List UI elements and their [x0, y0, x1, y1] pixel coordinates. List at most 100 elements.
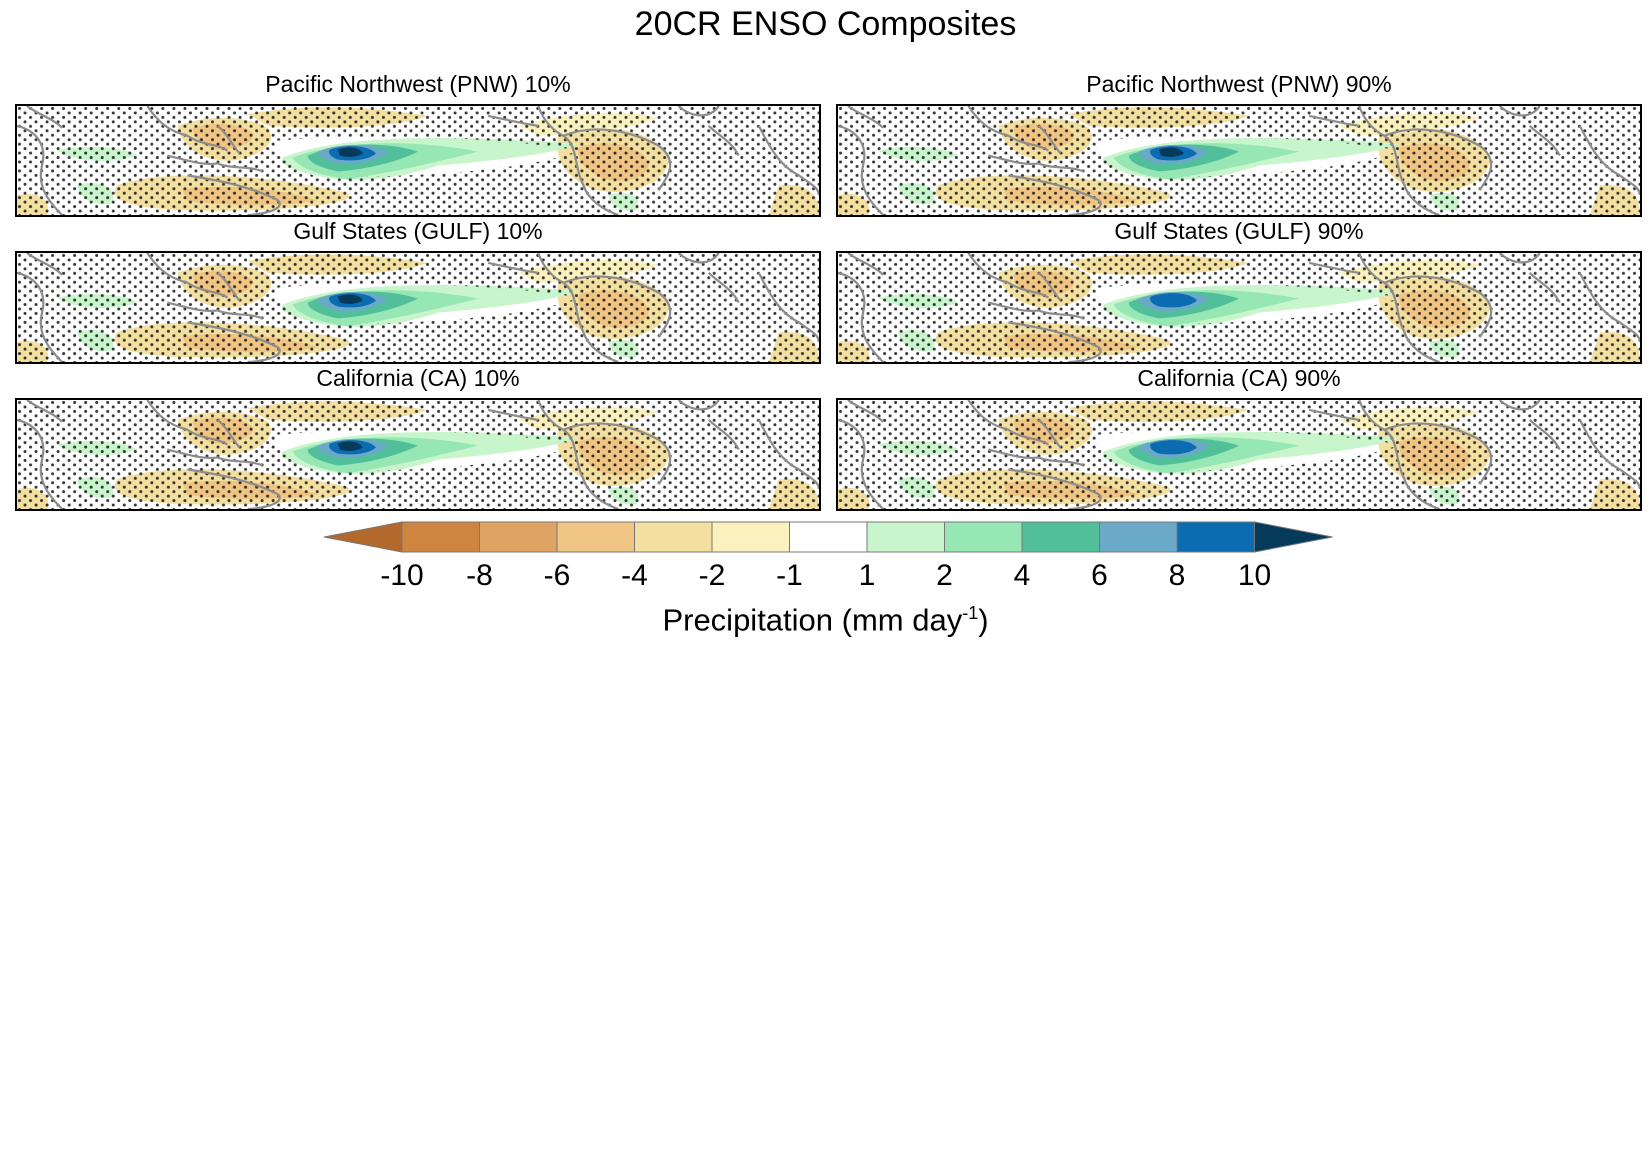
panel-title-ca-90: California (CA) 90% — [1137, 365, 1341, 391]
coastline-2 — [967, 400, 1050, 446]
coastline-4 — [1008, 468, 1102, 509]
colorbar-swatch-4 — [711, 521, 790, 553]
colorbar-tick-label: 1 — [859, 559, 876, 592]
coastline-2 — [967, 106, 1050, 152]
precip-anomaly-map — [838, 400, 1640, 509]
precip-anomaly-map — [17, 400, 819, 509]
colorbar-swatch-9 — [1099, 521, 1178, 553]
coastline-6 — [537, 106, 619, 215]
map-panel-gulf-10 — [15, 251, 821, 364]
coastline-3 — [167, 448, 264, 467]
coastline-2 — [146, 106, 229, 152]
coastline-6 — [537, 400, 619, 509]
wet-region-10mm — [337, 147, 363, 157]
coastline-2 — [146, 400, 229, 446]
colorbar-label-end: ) — [978, 602, 989, 638]
coastline-4 — [1008, 174, 1102, 215]
map-panel-pnw-10 — [15, 104, 821, 217]
coastline-11 — [707, 272, 740, 304]
significance-stippling — [838, 253, 1640, 362]
coastline-6 — [1358, 400, 1440, 509]
wet-region-10mm — [337, 441, 363, 451]
coastline-7 — [1383, 422, 1493, 485]
coastline-10 — [1308, 114, 1360, 127]
coastline-7 — [562, 275, 672, 338]
coastline-11 — [1528, 419, 1561, 451]
coastline-1 — [847, 400, 884, 423]
map-panel-pnw-90 — [836, 104, 1642, 217]
coastline-5 — [1037, 271, 1062, 302]
figure-title: 20CR ENSO Composites — [634, 5, 1017, 43]
coastline-0 — [838, 271, 884, 362]
colorbar-swatch-0 — [401, 521, 480, 553]
colorbar-swatch-5 — [789, 521, 868, 553]
coastline-9 — [1578, 419, 1640, 490]
coastline-5 — [216, 124, 241, 155]
colorbar-tick-label: -10 — [380, 559, 423, 592]
coastline-4 — [1008, 321, 1102, 362]
significance-stippling — [17, 106, 819, 215]
colorbar-swatch-8 — [1021, 521, 1100, 553]
coastline-9 — [1578, 125, 1640, 196]
coastline-5 — [1037, 418, 1062, 449]
colorbar-tick-label: 4 — [1014, 559, 1031, 592]
map-panel-gulf-90 — [836, 251, 1642, 364]
coastline-1 — [847, 106, 884, 129]
colorbar-swatch-2 — [556, 521, 635, 553]
colorbar-triangle-low — [323, 521, 403, 553]
coastline-8 — [1498, 400, 1541, 411]
panel-title-gulf-90: Gulf States (GULF) 90% — [1114, 218, 1364, 244]
coastline-8 — [1498, 253, 1541, 264]
colorbar-tick-label: 6 — [1091, 559, 1108, 592]
wet-region-8mm — [1150, 293, 1197, 308]
coastline-0 — [17, 271, 63, 362]
coastline-8 — [677, 253, 720, 264]
coastline-7 — [1383, 275, 1493, 338]
coastline-10 — [1308, 408, 1360, 421]
colorbar-swatch-3 — [634, 521, 713, 553]
significance-stippling — [838, 400, 1640, 509]
coastline-8 — [677, 106, 720, 117]
coastline-6 — [537, 253, 619, 362]
coastline-7 — [562, 422, 672, 485]
panel-title-pnw-10: Pacific Northwest (PNW) 10% — [265, 71, 571, 97]
colorbar-tick-label: -1 — [776, 559, 803, 592]
coastline-6 — [1358, 106, 1440, 215]
coastline-10 — [1308, 261, 1360, 274]
coastline-0 — [17, 418, 63, 509]
coastline-1 — [26, 253, 63, 276]
panel-title-pnw-90: Pacific Northwest (PNW) 90% — [1086, 71, 1392, 97]
colorbar-swatch-10 — [1176, 521, 1255, 553]
coastline-3 — [988, 448, 1085, 467]
coastline-11 — [1528, 272, 1561, 304]
colorbar-tick-label: 2 — [936, 559, 953, 592]
wet-region-8mm — [1150, 440, 1197, 455]
coastline-2 — [146, 253, 229, 299]
precip-anomaly-map — [17, 253, 819, 362]
coastline-1 — [26, 400, 63, 423]
colorbar-triangle-high — [1254, 521, 1333, 553]
coastline-0 — [838, 418, 884, 509]
significance-stippling — [17, 400, 819, 509]
coastline-9 — [757, 272, 819, 343]
coastline-7 — [562, 128, 672, 191]
significance-stippling — [838, 106, 1640, 215]
colorbar-tick-label: 10 — [1238, 559, 1271, 592]
coastline-5 — [216, 418, 241, 449]
coastline-4 — [187, 174, 281, 215]
coastline-1 — [26, 106, 63, 129]
colorbar-swatch-7 — [944, 521, 1023, 553]
colorbar-label-main: Precipitation (mm day — [662, 602, 963, 638]
colorbar-label: Precipitation (mm day-1) — [0, 594, 1651, 639]
coastline-0 — [17, 124, 63, 215]
colorbar-tick-label: 8 — [1169, 559, 1186, 592]
coastline-11 — [1528, 125, 1561, 157]
coastline-5 — [216, 271, 241, 302]
colorbar-tick-label: -2 — [699, 559, 726, 592]
wet-region-10mm — [337, 294, 363, 304]
coastline-7 — [1383, 128, 1493, 191]
coastline-6 — [1358, 253, 1440, 362]
map-panel-ca-90 — [836, 398, 1642, 511]
precip-anomaly-map — [838, 106, 1640, 215]
coastline-0 — [838, 124, 884, 215]
